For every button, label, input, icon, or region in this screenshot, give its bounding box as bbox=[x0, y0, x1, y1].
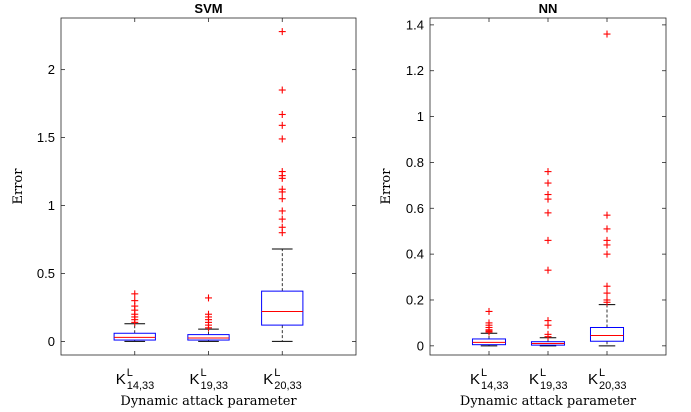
box-body bbox=[471, 338, 507, 346]
chart-2-category-sub: 14,33 bbox=[481, 380, 509, 392]
box-body bbox=[589, 326, 625, 342]
chart-2-ytick-label: 1 bbox=[417, 109, 424, 124]
chart-2-category-label: K L20,33 bbox=[588, 367, 627, 392]
box-body bbox=[113, 332, 156, 341]
chart-2-category-main: K bbox=[529, 371, 539, 388]
outlier-marker bbox=[603, 30, 611, 38]
chart-1-category-main: K bbox=[190, 371, 200, 388]
chart-2-x-axis-label: Dynamic attack parameter bbox=[460, 394, 637, 409]
outlier-marker bbox=[603, 225, 611, 233]
outlier-marker bbox=[278, 121, 286, 129]
chart-2-ytick-label: 0 bbox=[417, 338, 424, 353]
outlier-marker bbox=[278, 174, 286, 182]
outlier-marker bbox=[603, 282, 611, 290]
chart-1-title: SVM bbox=[194, 1, 222, 16]
chart-2-box-3 bbox=[589, 30, 625, 347]
outlier-marker bbox=[278, 215, 286, 223]
chart-2-title: NN bbox=[539, 1, 558, 16]
chart-2-panel: NN 0 0.2 0.4 0.6 0.8 1 1.2 1.4 Error Dynamic attac… bbox=[379, 1, 667, 409]
chart-1-panel: SVM 0 0.5 1 1.5 2 Error Dynamic attack paramete… bbox=[11, 1, 357, 409]
outlier-marker bbox=[544, 195, 552, 203]
outlier-marker bbox=[205, 324, 212, 332]
chart-1-category-main: K bbox=[116, 371, 126, 388]
chart-2-category-sup: L bbox=[599, 367, 605, 379]
outlier-marker bbox=[278, 188, 286, 196]
chart-1-box-2 bbox=[187, 294, 230, 342]
chart-1-category-sub: 20,33 bbox=[274, 380, 302, 392]
chart-2-box-2 bbox=[530, 168, 566, 347]
outlier-marker bbox=[278, 195, 286, 203]
chart-1-y-axis-label: Error bbox=[11, 168, 26, 205]
chart-1-x-axis-label: Dynamic attack parameter bbox=[120, 394, 297, 409]
chart-1-category-label: K L20,33 bbox=[263, 367, 302, 392]
chart-2-category-main: K bbox=[588, 371, 598, 388]
outlier-marker bbox=[278, 86, 286, 94]
outlier-marker bbox=[278, 28, 286, 36]
box-body bbox=[261, 290, 304, 326]
outlier-marker bbox=[603, 211, 611, 219]
chart-2-ytick-label: 0.8 bbox=[406, 155, 424, 170]
outlier-marker bbox=[205, 294, 212, 302]
box-body bbox=[187, 334, 230, 341]
outlier-marker bbox=[131, 290, 139, 298]
chart-2-category-sub: 20,33 bbox=[599, 380, 627, 392]
chart-2-category-label: K L19,33 bbox=[529, 367, 568, 392]
outlier-marker bbox=[278, 207, 286, 215]
chart-1-category-main: K bbox=[263, 371, 273, 388]
chart-1-category-label: K L19,33 bbox=[190, 367, 229, 392]
chart-2-y-axis-label: Error bbox=[379, 168, 394, 205]
chart-1-ytick-label: 0.5 bbox=[37, 266, 55, 281]
chart-1-ytick-label: 1.5 bbox=[37, 130, 55, 145]
outlier-marker bbox=[544, 266, 552, 274]
outlier-marker bbox=[603, 241, 611, 249]
outlier-marker bbox=[485, 307, 493, 315]
outlier-marker bbox=[603, 250, 611, 258]
outlier-marker bbox=[603, 298, 611, 306]
outlier-marker bbox=[544, 209, 552, 217]
outlier-marker bbox=[544, 168, 552, 176]
chart-1-category-sup: L bbox=[201, 367, 207, 379]
chart-1-box-1 bbox=[113, 290, 156, 342]
chart-2-category-label: K L14,33 bbox=[470, 367, 509, 392]
chart-2-ytick-label: 0.2 bbox=[406, 292, 424, 307]
outlier-marker bbox=[544, 321, 552, 329]
chart-2-category-main: K bbox=[470, 371, 480, 388]
chart-1-category-sub: 14,33 bbox=[127, 380, 155, 392]
chart-2-ytick-label: 0.4 bbox=[406, 247, 424, 262]
chart-1-ytick-label: 1 bbox=[48, 198, 55, 213]
outlier-marker bbox=[544, 179, 552, 187]
outlier-marker bbox=[544, 236, 552, 244]
chart-2-ytick-label: 1.4 bbox=[406, 17, 424, 32]
outlier-marker bbox=[485, 328, 493, 336]
outlier-marker bbox=[278, 110, 286, 118]
outlier-marker bbox=[278, 135, 286, 143]
chart-2-category-sup: L bbox=[540, 367, 546, 379]
chart-1-category-sup: L bbox=[274, 367, 280, 379]
chart-1-ytick-label: 0 bbox=[48, 334, 55, 349]
chart-1-category-sub: 19,33 bbox=[201, 380, 229, 392]
chart-2-box-1 bbox=[471, 307, 507, 347]
chart-2-category-sup: L bbox=[481, 367, 487, 379]
chart-2-ytick-label: 0.6 bbox=[406, 201, 424, 216]
outlier-marker bbox=[544, 333, 552, 341]
chart-1-box-3 bbox=[261, 28, 304, 342]
chart-1-category-label: K L14,33 bbox=[116, 367, 155, 392]
outlier-marker bbox=[603, 289, 611, 297]
outlier-marker bbox=[131, 318, 139, 326]
chart-2-category-sub: 19,33 bbox=[540, 380, 568, 392]
outlier-marker bbox=[278, 229, 286, 237]
chart-1-category-sup: L bbox=[127, 367, 133, 379]
chart-1-ytick-label: 2 bbox=[48, 62, 55, 77]
chart-2-ytick-label: 1.2 bbox=[406, 63, 424, 78]
